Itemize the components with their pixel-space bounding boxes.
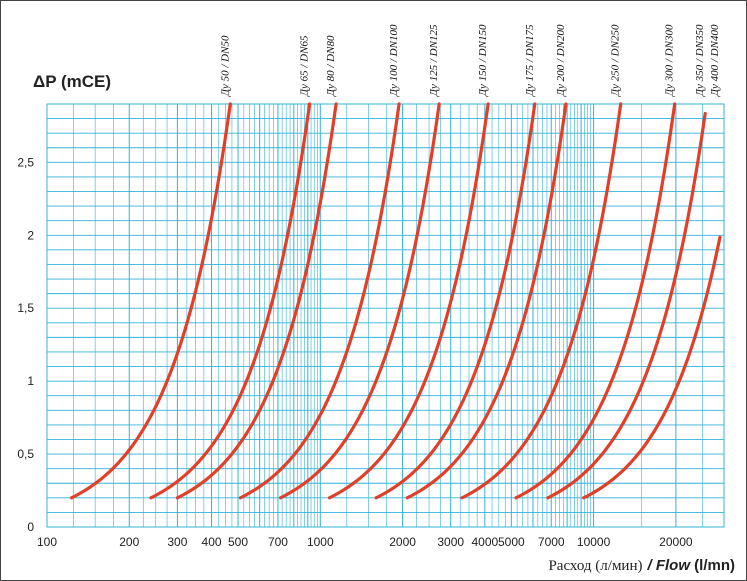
flow-curve [238, 102, 401, 500]
x-tick-label: 500 [228, 535, 248, 549]
flow-curve [69, 102, 232, 500]
curves [69, 102, 722, 500]
flow-curve [175, 102, 338, 500]
flow-curve [149, 102, 312, 500]
series-label: Ду 200 / DN200 [555, 24, 567, 97]
flow-curve [582, 235, 722, 500]
x-tick-labels: 100 200 300 400 500 700 1000 2000 3000 4000 5000 70… [37, 535, 693, 549]
x-tick-label: 1000 [307, 535, 334, 549]
series-labels: Ду 50 / DN50 Ду 65 / DN65 Ду 80 / DN80 Ду 1… [219, 24, 721, 97]
series-label: Ду 125 / DN125 [428, 24, 440, 97]
x-axis-title-en-unit: (l/mn) [690, 557, 735, 574]
plot-area [46, 103, 725, 528]
y-axis-title: ΔP (mCE) [33, 72, 111, 91]
y-tick-label: 1,5 [17, 301, 34, 315]
series-label: Ду 250 / DN250 [610, 24, 622, 97]
flow-curve [278, 102, 441, 500]
x-tick-label: 100 [37, 535, 57, 549]
flow-curve [374, 102, 537, 500]
series-label: Ду 400 / DN400 [709, 24, 721, 97]
x-axis-title-en-prefix: / [646, 557, 655, 574]
series-label: Ду 150 / DN150 [477, 24, 489, 97]
series-label: Ду 100 / DN100 [388, 24, 400, 97]
x-tick-label: 700 [268, 535, 288, 549]
x-tick-label: 200 [119, 535, 139, 549]
x-tick-label: 5000 [498, 535, 525, 549]
series-label: Ду 80 / DN80 [325, 35, 337, 97]
flow-curve [546, 111, 707, 500]
y-tick-labels: 0 0,5 1 1,5 2 2,5 [17, 155, 34, 534]
x-tick-label: 20000 [659, 535, 693, 549]
x-tick-label: 300 [167, 535, 187, 549]
grid [46, 103, 725, 528]
y-tick-label: 0,5 [17, 447, 34, 461]
x-axis-title: Расход (л/мин) / Flow (l/mn) [548, 557, 735, 574]
flow-curve [514, 102, 677, 500]
flow-curve [460, 102, 623, 500]
flow-curve [327, 102, 490, 500]
series-label: Ду 50 / DN50 [219, 35, 231, 97]
series-label: Ду 65 / DN65 [299, 35, 311, 97]
y-tick-label: 0 [27, 520, 34, 534]
y-tick-label: 2 [27, 228, 34, 242]
x-tick-label: 10000 [577, 535, 611, 549]
flow-curve [405, 102, 568, 500]
x-tick-label: 7000 [538, 535, 565, 549]
series-label: Ду 350 / DN350 [694, 24, 706, 97]
x-tick-label: 400 [202, 535, 222, 549]
x-axis-title-en-word: Flow [656, 557, 691, 574]
x-tick-label: 3000 [437, 535, 464, 549]
y-tick-label: 2,5 [17, 155, 34, 169]
x-axis-title-ru: Расход (л/мин) [548, 558, 642, 574]
y-tick-label: 1 [27, 374, 34, 388]
x-tick-label: 4000 [471, 535, 498, 549]
series-label: Ду 175 / DN175 [524, 24, 536, 97]
series-label: Ду 300 / DN300 [664, 24, 676, 97]
x-tick-label: 2000 [389, 535, 416, 549]
